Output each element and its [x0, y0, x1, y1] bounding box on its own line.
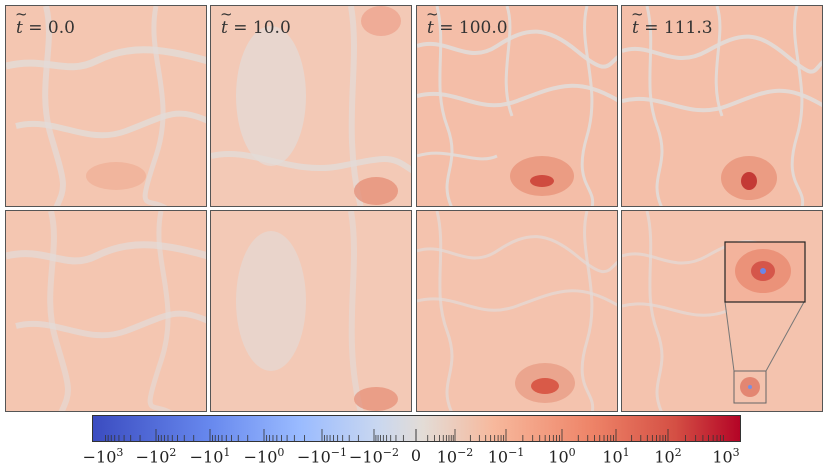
zoom-connector-right [765, 301, 805, 372]
field-panel-top-3: t = 100.0 [416, 5, 618, 207]
colorbar-tick-label: 10−2 [436, 446, 474, 467]
field-plot [6, 6, 206, 206]
time-value: 0.0 [47, 18, 75, 38]
field-plot [417, 6, 617, 206]
colorbar-tick-label: −10−2 [349, 446, 399, 467]
colorbar-tick-label: 100 [548, 446, 576, 467]
field-plot [622, 6, 822, 206]
colorbar-tick-label: 0 [410, 446, 422, 465]
field-plot [417, 211, 617, 411]
colorbar-tick-label: 101 [602, 446, 630, 467]
field-panel-top-2: t = 10.0 [210, 5, 412, 207]
time-label: t = 10.0 [221, 18, 291, 38]
field-plot [6, 211, 206, 411]
colorbar [92, 415, 741, 442]
colorbar-tick-label: −100 [243, 446, 285, 467]
field-panel-bottom-2 [210, 210, 412, 412]
field-plot [622, 211, 822, 411]
colorbar-tick-label: −102 [135, 446, 177, 467]
colorbar-tick-label: −103 [82, 446, 124, 467]
colorbar-tick-label: −10−1 [297, 446, 347, 467]
time-label: t = 100.0 [427, 18, 508, 38]
time-label: t = 0.0 [16, 18, 75, 38]
time-symbol: t [16, 18, 23, 38]
field-panel-top-4: t = 111.3 [621, 5, 823, 207]
time-value: 111.3 [663, 18, 713, 38]
field-plot [211, 6, 411, 206]
field-panel-bottom-1 [5, 210, 207, 412]
colorbar-tick-label: −101 [189, 446, 231, 467]
colorbar-tick-label: 103 [712, 446, 740, 467]
colorbar-tick-label: 102 [654, 446, 682, 467]
time-label: t = 111.3 [632, 18, 713, 38]
time-symbol: t [427, 18, 434, 38]
field-plot [211, 211, 411, 411]
time-value: 100.0 [458, 18, 508, 38]
time-symbol: t [221, 18, 228, 38]
field-panel-top-1: t = 0.0 [5, 5, 207, 207]
field-panel-bottom-3 [416, 210, 618, 412]
time-value: 10.0 [252, 18, 291, 38]
colorbar-ticks [105, 429, 724, 441]
colorbar-tick-label: 10−1 [487, 446, 525, 467]
zoom-connector-left [724, 301, 735, 372]
field-panel-bottom-4 [621, 210, 823, 412]
zoom-inset [724, 241, 806, 303]
zoom-region-box [733, 370, 767, 404]
time-symbol: t [632, 18, 639, 38]
